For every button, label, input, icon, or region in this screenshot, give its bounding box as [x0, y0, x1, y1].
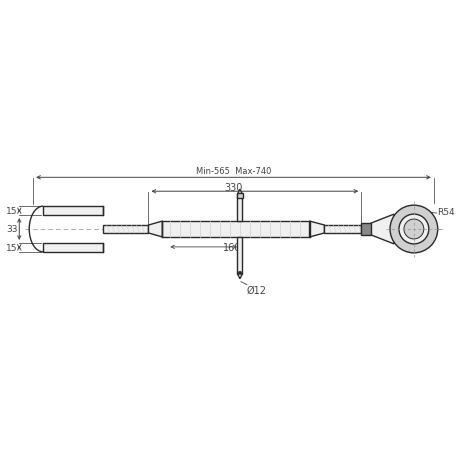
Polygon shape [237, 195, 242, 222]
Text: 15: 15 [6, 207, 17, 216]
Text: R54: R54 [436, 207, 453, 216]
Circle shape [389, 206, 437, 253]
Polygon shape [324, 225, 360, 234]
Circle shape [403, 219, 423, 240]
Polygon shape [102, 225, 148, 234]
Polygon shape [360, 224, 370, 235]
Polygon shape [237, 237, 242, 274]
Bar [236, 194, 242, 199]
Polygon shape [237, 190, 242, 195]
Polygon shape [43, 207, 102, 216]
Circle shape [398, 215, 428, 244]
Polygon shape [162, 222, 309, 237]
Text: Ø12: Ø12 [246, 285, 266, 295]
Text: Min-565  Max-740: Min-565 Max-740 [196, 167, 270, 176]
Circle shape [238, 272, 241, 274]
Text: 33: 33 [6, 225, 17, 234]
Text: 330: 330 [224, 183, 242, 193]
Text: 160: 160 [222, 242, 241, 252]
Polygon shape [309, 222, 324, 237]
Polygon shape [43, 243, 102, 252]
Text: 15: 15 [6, 243, 17, 252]
Polygon shape [370, 215, 393, 244]
Polygon shape [237, 274, 242, 279]
Polygon shape [148, 222, 162, 237]
